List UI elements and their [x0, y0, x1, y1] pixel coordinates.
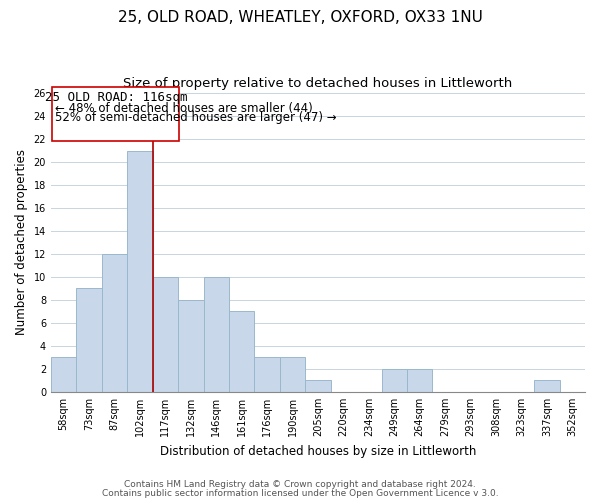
Bar: [407, 369, 433, 392]
Bar: [178, 300, 203, 392]
Bar: [127, 150, 152, 392]
Bar: [305, 380, 331, 392]
Text: Contains HM Land Registry data © Crown copyright and database right 2024.: Contains HM Land Registry data © Crown c…: [124, 480, 476, 489]
Bar: [229, 312, 254, 392]
Bar: [203, 277, 229, 392]
Title: Size of property relative to detached houses in Littleworth: Size of property relative to detached ho…: [124, 78, 512, 90]
Text: Contains public sector information licensed under the Open Government Licence v : Contains public sector information licen…: [101, 489, 499, 498]
Text: ← 48% of detached houses are smaller (44): ← 48% of detached houses are smaller (44…: [55, 102, 313, 114]
Y-axis label: Number of detached properties: Number of detached properties: [15, 150, 28, 336]
Bar: [76, 288, 102, 392]
Text: 25, OLD ROAD, WHEATLEY, OXFORD, OX33 1NU: 25, OLD ROAD, WHEATLEY, OXFORD, OX33 1NU: [118, 10, 482, 25]
Bar: [254, 358, 280, 392]
Bar: [51, 358, 76, 392]
Bar: [102, 254, 127, 392]
Text: 25 OLD ROAD: 116sqm: 25 OLD ROAD: 116sqm: [44, 91, 187, 104]
Bar: [382, 369, 407, 392]
FancyBboxPatch shape: [52, 88, 179, 142]
Bar: [152, 277, 178, 392]
Bar: [534, 380, 560, 392]
Bar: [280, 358, 305, 392]
X-axis label: Distribution of detached houses by size in Littleworth: Distribution of detached houses by size …: [160, 444, 476, 458]
Text: 52% of semi-detached houses are larger (47) →: 52% of semi-detached houses are larger (…: [55, 112, 337, 124]
